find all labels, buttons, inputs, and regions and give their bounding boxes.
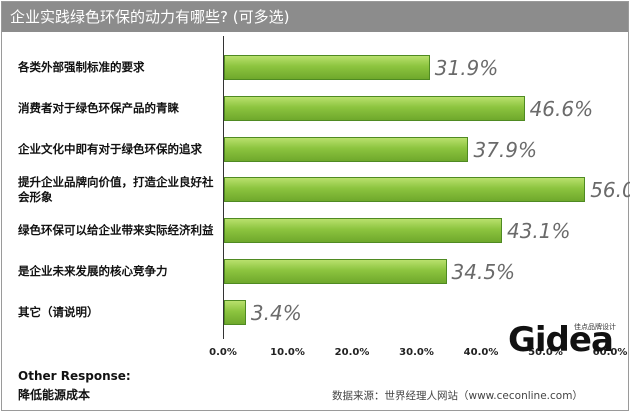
category-label: 提升企业品牌向价值，打造企业良好社会形象: [18, 174, 214, 204]
x-tick-label: 0.0%: [209, 347, 237, 358]
x-tick-label: 10.0%: [270, 347, 305, 358]
category-label: 消费者对于绿色环保产品的青睐: [18, 100, 179, 115]
category-label: 是企业未来发展的核心竞争力: [18, 264, 168, 278]
value-label: 37.9%: [473, 137, 537, 162]
data-source: 数据来源：世界经理人网站（www.ceconline.com）: [332, 390, 583, 402]
value-label: 34.5%: [451, 260, 516, 284]
bar: [224, 259, 447, 284]
value-label: 3.4%: [250, 300, 302, 325]
bar: [224, 55, 430, 80]
x-tick-label: 60.0%: [592, 347, 628, 358]
bar: [224, 136, 469, 162]
x-tick-label: 50.0%: [528, 347, 563, 358]
bar: [224, 299, 246, 325]
bar: [224, 95, 525, 121]
other-response-label: Other Response:: [18, 369, 131, 383]
category-label: 绿色环保可以给企业带来实际经济利益: [18, 223, 214, 238]
x-tick-label: 20.0%: [334, 347, 370, 358]
gidea-logo: Gidea: [508, 320, 614, 360]
x-tick-label: 40.0%: [463, 347, 499, 358]
y-axis-line: [223, 36, 224, 339]
value-label: 56.0%: [590, 178, 630, 203]
value-label: 43.1%: [506, 219, 571, 244]
chart-title: 企业实践绿色环保的动力有哪些? (可多选): [2, 2, 628, 32]
category-label: 各类外部强制标准的要求: [18, 60, 145, 74]
bar: [224, 177, 586, 203]
category-label: 企业文化中即有对于绿色环保的追求: [18, 141, 202, 156]
other-response-value: 降低能源成本: [18, 388, 91, 402]
x-tick-label: 30.0%: [399, 347, 434, 358]
bar: [224, 218, 502, 244]
gidea-logo-subtext: 佳点品牌设计: [574, 323, 616, 331]
value-label: 31.9%: [434, 56, 499, 80]
category-label: 其它（请说明）: [18, 304, 99, 319]
value-label: 46.6%: [529, 96, 594, 121]
